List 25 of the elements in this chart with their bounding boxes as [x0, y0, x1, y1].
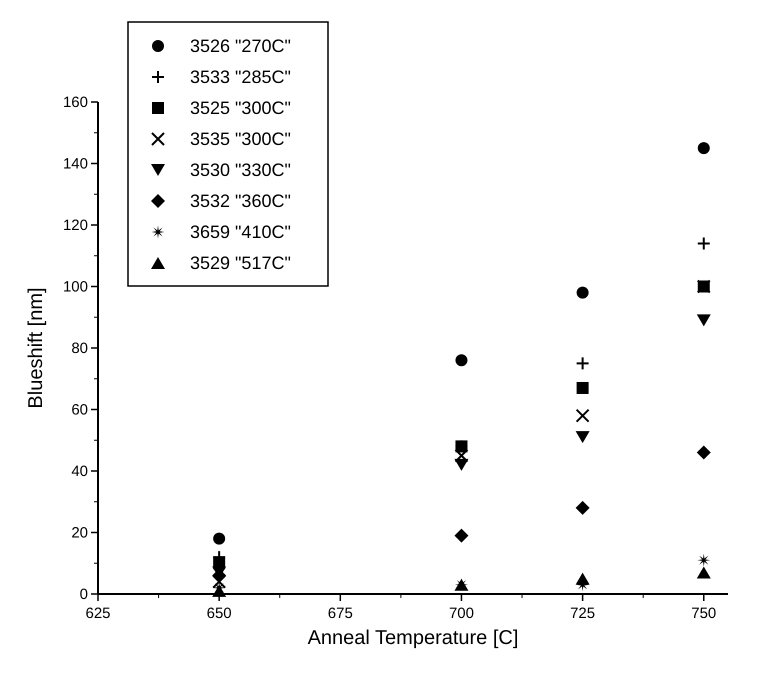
y-tick-label: 120: [62, 217, 88, 234]
legend-label: 3529 "517C": [190, 253, 291, 273]
x-tick-label: 725: [570, 605, 596, 622]
x-tick-label: 700: [448, 605, 474, 622]
x-tick-label: 750: [691, 605, 716, 622]
legend-label: 3659 "410C": [190, 222, 291, 242]
y-tick-label: 160: [62, 94, 88, 111]
y-tick-label: 100: [62, 278, 88, 296]
x-tick-label: 675: [328, 605, 353, 622]
x-tick-label: 625: [85, 605, 111, 622]
y-tick-label: 0: [80, 586, 88, 603]
y-tick-label: 140: [62, 156, 88, 172]
y-axis-title: Blueshift [nm]: [25, 287, 47, 409]
x-tick-label: 650: [206, 605, 232, 622]
legend-label: 3526 "270C": [190, 36, 291, 56]
legend-label: 3533 "285C": [190, 67, 291, 87]
y-tick-label: 80: [71, 340, 88, 357]
y-tick-label: 20: [71, 524, 88, 542]
legend-label: 3532 "360C": [190, 191, 291, 211]
legend-label: 3535 "300C": [190, 129, 291, 149]
x-axis-title: Anneal Temperature [C]: [308, 627, 518, 649]
legend-label: 3525 "300C": [190, 98, 291, 118]
y-tick-label: 60: [71, 402, 88, 418]
legend-label: 3530 "330C": [190, 160, 291, 180]
y-tick-label: 40: [71, 463, 88, 480]
